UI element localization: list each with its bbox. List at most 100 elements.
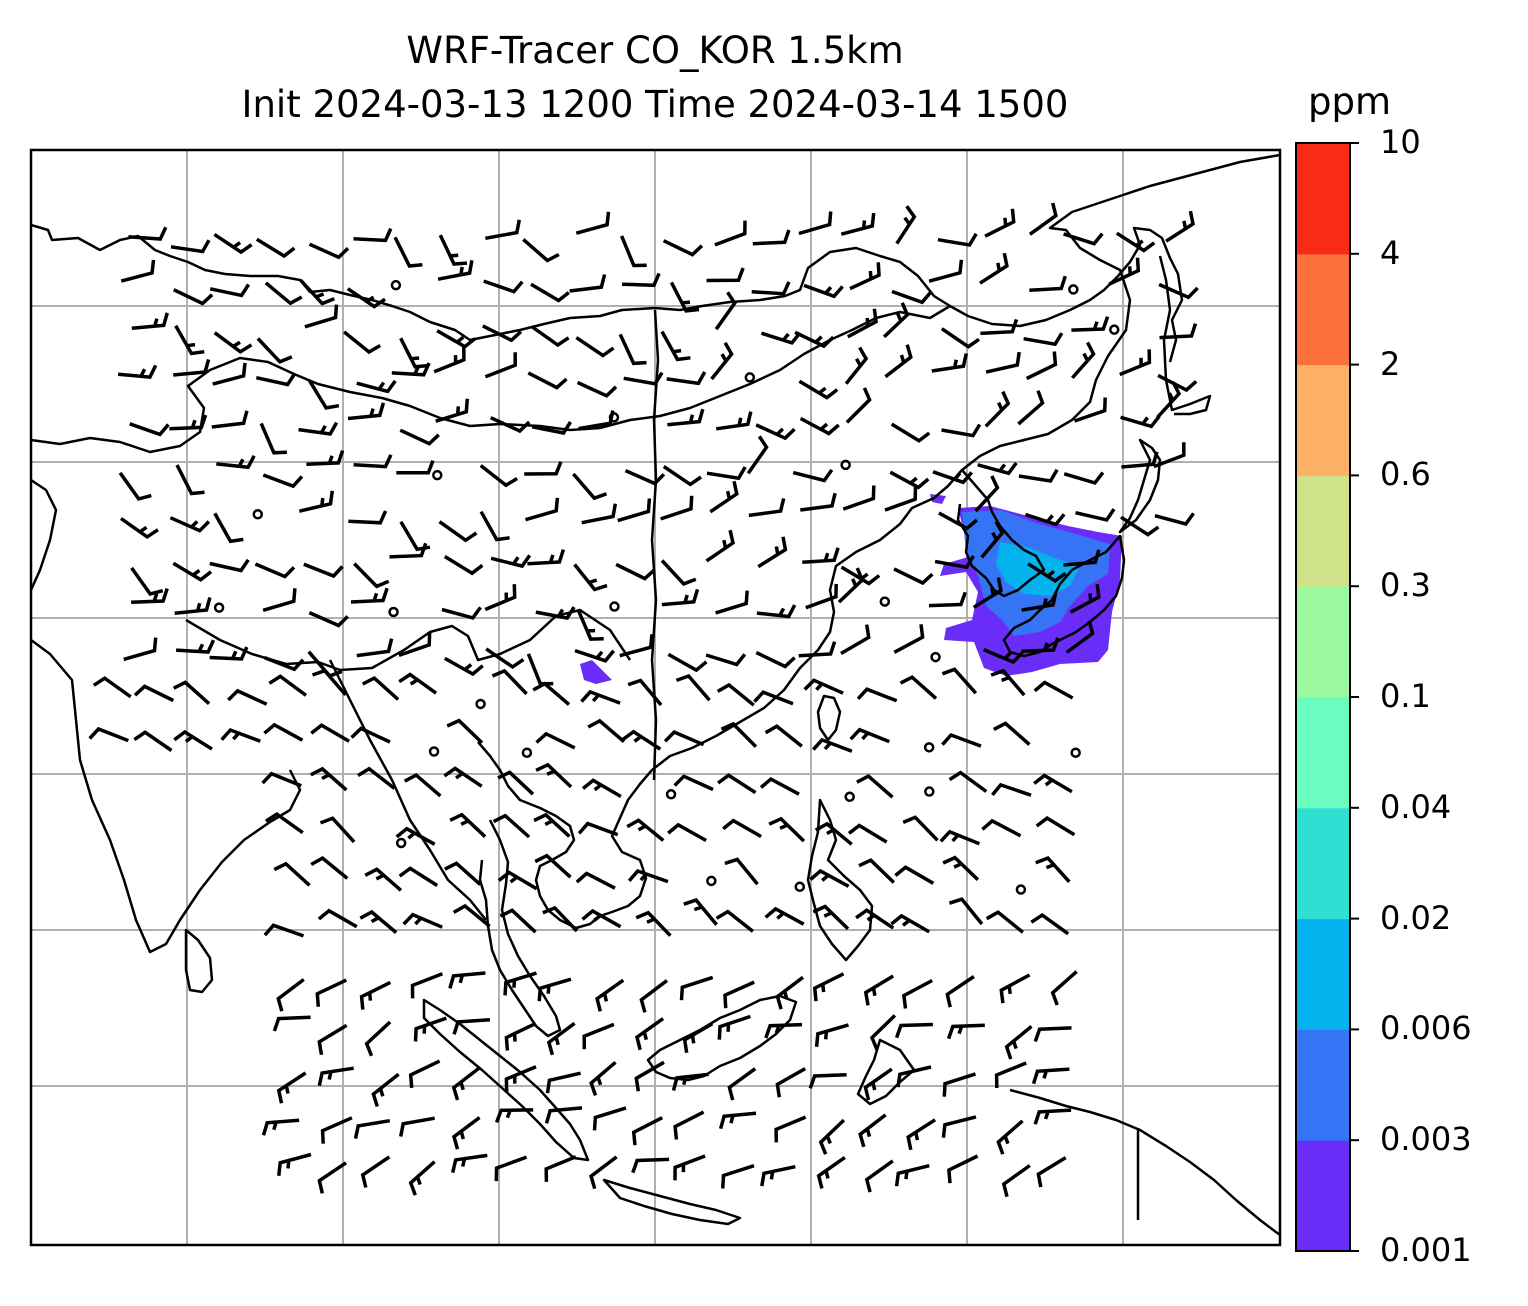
wind-barb: [842, 485, 876, 511]
wind-barb: [174, 596, 212, 616]
wind-barb: [882, 302, 910, 339]
wind-barb: [1033, 680, 1074, 700]
wind-barb: [639, 979, 669, 1013]
wind-barb: [812, 904, 850, 931]
wind-barb: [818, 1118, 846, 1155]
wind-barb: [395, 826, 436, 846]
wind-barb: [667, 408, 705, 427]
wind-barb: [706, 466, 747, 481]
wind-barb: [705, 529, 735, 563]
wind-barb: [310, 855, 349, 880]
wind-barb: [592, 1106, 627, 1131]
wind-barb: [315, 978, 348, 1007]
wind-barb: [276, 1071, 307, 1104]
wind-calm-marker: [1068, 284, 1079, 295]
wind-barb: [575, 336, 615, 358]
wind-barb: [1021, 637, 1060, 654]
wind-barb: [752, 229, 791, 246]
wind-barb: [627, 868, 669, 884]
wind-barb: [667, 652, 708, 673]
wind-barb: [133, 684, 175, 703]
wind-barb: [623, 371, 664, 386]
wind-barb: [356, 379, 397, 394]
wind-barb: [856, 687, 898, 703]
wind-calm-marker: [252, 509, 264, 520]
wind-barb: [527, 549, 566, 566]
wind-barb: [209, 558, 250, 573]
wind-barb: [893, 567, 934, 586]
wind-barb: [437, 259, 474, 281]
indochina-coast: [477, 741, 653, 930]
wind-barb: [573, 563, 608, 592]
wind-barb: [308, 610, 349, 628]
wind-barb: [1115, 231, 1156, 253]
wind-barb: [479, 510, 510, 542]
wind-calm-marker: [844, 791, 855, 803]
colorbar-segment: [1296, 918, 1350, 1030]
wind-barb: [775, 975, 805, 1010]
wind-barb: [977, 461, 1018, 476]
sulawesi: [856, 1038, 916, 1106]
wind-barb: [662, 465, 702, 487]
wind-barb: [255, 372, 297, 387]
wind-barb: [308, 379, 340, 410]
wind-barb: [723, 980, 755, 1009]
wind-barb: [130, 566, 164, 596]
wind-barb: [1120, 515, 1160, 537]
wind-barb: [360, 1155, 391, 1188]
wind-barb: [88, 726, 129, 743]
wind-barb: [524, 461, 563, 476]
java: [602, 1178, 742, 1226]
wind-barb: [891, 289, 932, 305]
wind-barb: [621, 729, 662, 751]
wind-barb: [849, 727, 890, 744]
wind-barb: [717, 773, 757, 795]
colorbar-tick-label: 2: [1380, 344, 1401, 383]
wind-barb: [276, 978, 305, 1012]
wind-barb: [844, 346, 869, 385]
wind-barb: [947, 1154, 979, 1184]
wind-barb: [572, 472, 608, 501]
wind-barb: [123, 637, 158, 662]
wind-barb: [492, 813, 531, 839]
wind-barb: [705, 653, 747, 667]
wind-barb: [755, 423, 796, 441]
wind-barb: [174, 324, 205, 356]
wind-barb: [581, 503, 618, 525]
wind-barb: [942, 855, 980, 882]
wind-barb: [660, 559, 697, 586]
wind-calm-marker: [794, 881, 806, 893]
colorbar-unit-label: ppm: [1308, 80, 1392, 123]
wind-barb: [525, 497, 560, 522]
wind-barb: [803, 283, 844, 299]
wind-barb: [756, 604, 797, 619]
wind-barb: [1063, 232, 1104, 246]
wind-barb: [580, 689, 621, 705]
wind-barb: [449, 812, 487, 838]
wind-barb: [576, 380, 618, 398]
wind-barb: [310, 723, 350, 743]
japan-coast: [1002, 534, 1126, 658]
colorbar-tick-label: 0.04: [1380, 787, 1452, 826]
wind-barb: [840, 624, 871, 656]
wind-barb: [452, 1018, 491, 1035]
wind-barb: [499, 908, 537, 934]
wind-barb: [1120, 415, 1161, 429]
wind-barb: [722, 818, 762, 839]
wind-barb: [803, 678, 844, 695]
wind-barb: [902, 815, 939, 842]
wind-barb: [172, 288, 214, 306]
colorbar-segment: [1296, 586, 1350, 698]
wind-barb: [858, 1113, 887, 1148]
wind-barb: [497, 770, 535, 796]
colorbar-segment: [1296, 807, 1350, 920]
wind-barb: [716, 682, 755, 707]
wind-barb: [999, 973, 1031, 1004]
wind-barb: [263, 923, 305, 938]
co-tracer-plume: [580, 494, 1122, 684]
wind-barb: [263, 655, 305, 672]
wind-barb: [479, 464, 519, 488]
wind-barb: [212, 362, 247, 386]
wind-barb: [317, 1023, 348, 1056]
